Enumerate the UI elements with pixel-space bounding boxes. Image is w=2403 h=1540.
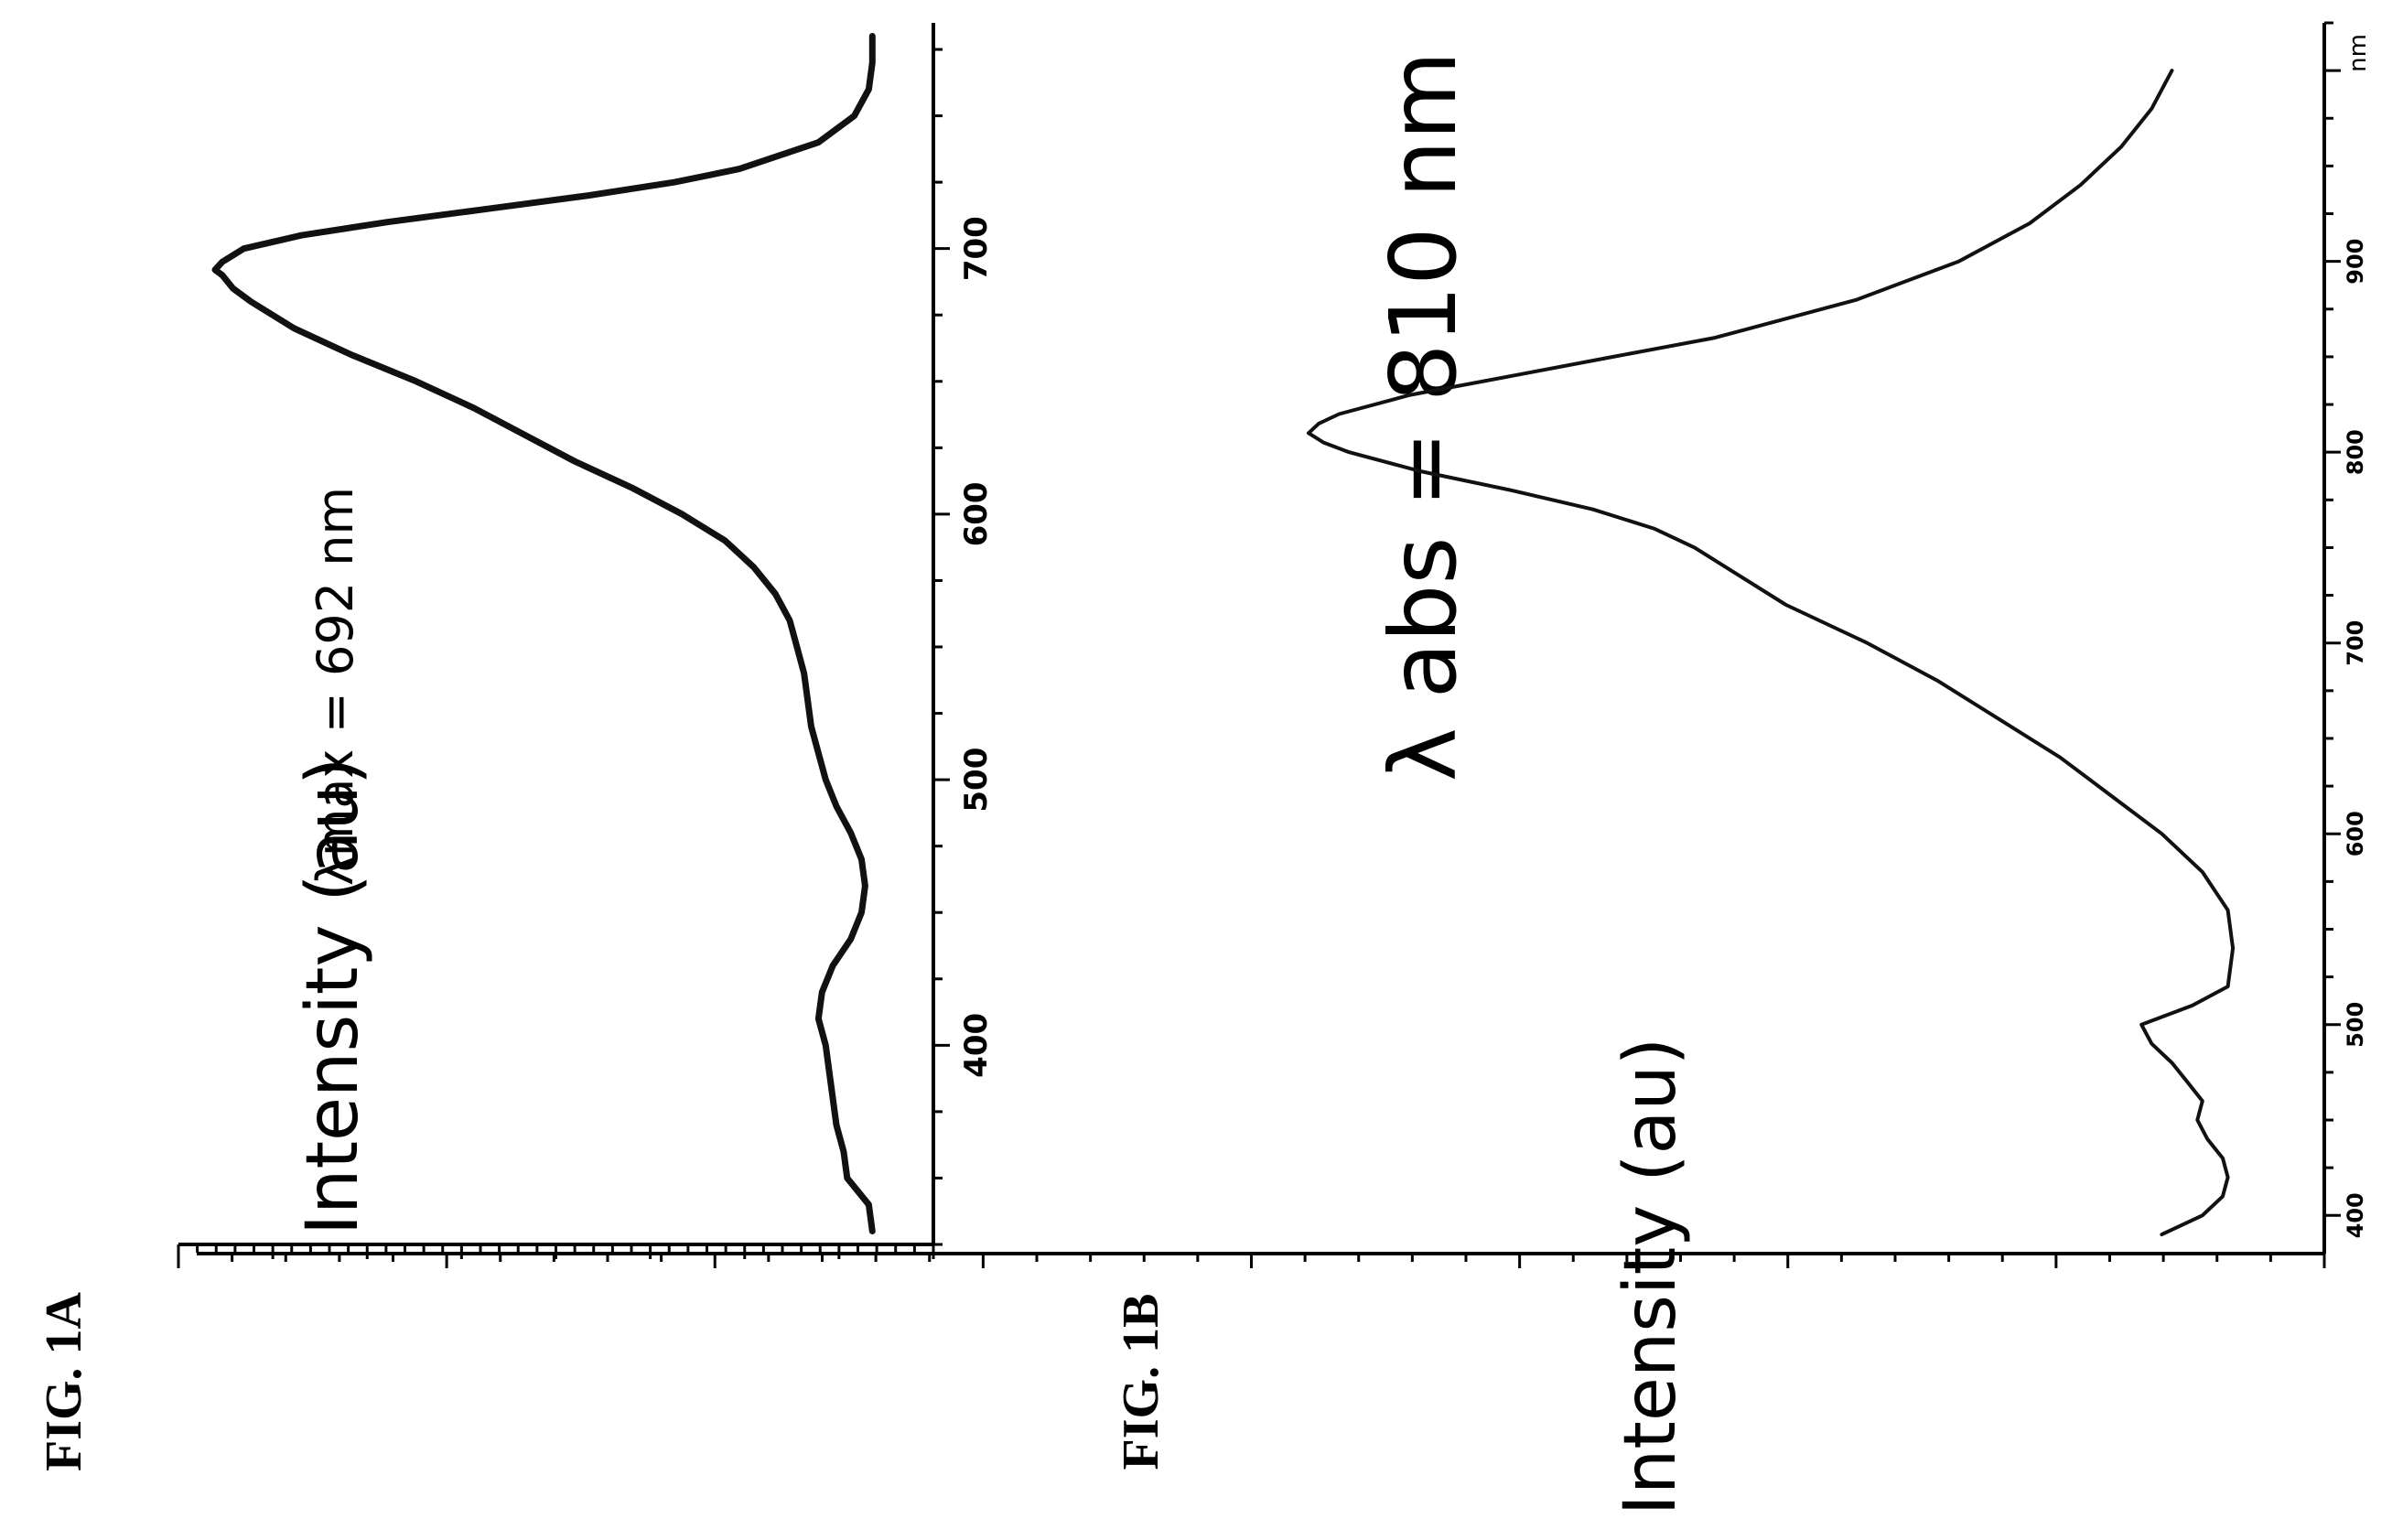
figure-1b-x-tick-label: 400 bbox=[2343, 1192, 2368, 1238]
figure-1b: FIG. 1B Intensity (au) 400 500 600 700 800 90… bbox=[177, 21, 2372, 1515]
figure-1a-annotation: λmax = 692 nm bbox=[307, 487, 364, 886]
figure-1b-x-tick-label: 500 bbox=[2343, 1002, 2368, 1048]
figure-1a-x-tick-label: 600 bbox=[958, 481, 995, 546]
figure-1b-x-tick-label: 700 bbox=[2343, 620, 2368, 666]
figure-1a-x-tick-label: 500 bbox=[958, 748, 995, 813]
figure-1b-x-tick-label: 900 bbox=[2343, 239, 2368, 285]
figure-1b-label: FIG. 1B bbox=[1113, 1294, 1169, 1470]
figure-1a-label: FIG. 1A bbox=[36, 1291, 92, 1471]
figure-1a-x-tick-label: 400 bbox=[958, 1013, 995, 1078]
figure-1b-x-ticks bbox=[2324, 21, 2341, 1217]
figure-1b-y-axis-label: Intensity (au) bbox=[1610, 1038, 1692, 1515]
figure-1a-y-axis-label: Intensity (au) bbox=[292, 758, 374, 1235]
figure-1a-x-ticks bbox=[933, 48, 950, 1246]
figure-1b-x-unit-label: nm bbox=[2344, 34, 2372, 72]
figure-1a-spectrum-line bbox=[211, 33, 876, 1234]
figure-1a-x-tick-label: 700 bbox=[958, 216, 995, 281]
figure-1b-x-tick-labels: 400 500 600 700 800 900 bbox=[2343, 239, 2368, 1239]
figure-1b-x-tick-label: 800 bbox=[2343, 429, 2368, 475]
figure-1b-y-ticks bbox=[177, 1254, 2326, 1268]
figure-1b-annotation: λ abs = 810 nm bbox=[1370, 51, 1477, 782]
figure-1b-x-tick-label: 600 bbox=[2343, 811, 2368, 856]
figure-1a: FIG. 1A Intensity (au) 400 500 600 700 λmax… bbox=[36, 23, 995, 1471]
figure-1b-spectrum-line bbox=[1307, 69, 2236, 1237]
figure-1a-x-tick-labels: 400 500 600 700 bbox=[958, 216, 995, 1078]
